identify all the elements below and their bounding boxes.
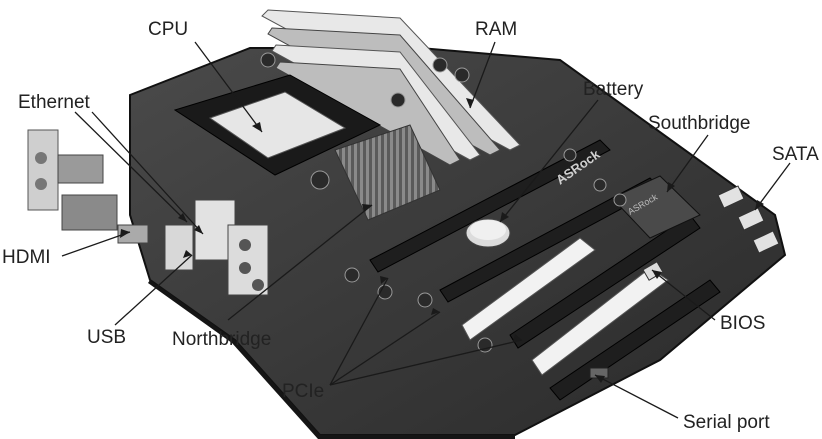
pcie-leader-3 bbox=[329, 339, 523, 386]
label-hdmi: HDMI bbox=[2, 247, 51, 268]
northbridge-leader bbox=[227, 204, 373, 321]
label-pcie: PCIe bbox=[282, 381, 325, 402]
label-sata: SATA bbox=[772, 144, 819, 165]
hdmi-leader bbox=[61, 231, 131, 257]
battery-leader bbox=[499, 99, 599, 223]
label-northbridge: Northbridge bbox=[172, 329, 272, 350]
ram-leader bbox=[469, 41, 496, 109]
northbridge-heatsink bbox=[334, 124, 441, 221]
pcie-leader-1 bbox=[329, 277, 389, 386]
label-battery: Battery bbox=[583, 79, 644, 100]
ethernet-leader-2 bbox=[91, 111, 204, 235]
pcie-leader-2 bbox=[329, 311, 441, 386]
southbridge-leader bbox=[666, 134, 709, 193]
serial-port-leader bbox=[594, 374, 679, 419]
bios-leader bbox=[651, 269, 716, 321]
southbridge-chip bbox=[611, 175, 701, 239]
cpu-leader bbox=[194, 41, 263, 133]
sata-leader bbox=[754, 162, 791, 211]
sata-connectors bbox=[717, 185, 780, 254]
arrowheads bbox=[120, 98, 764, 383]
label-serial-port: Serial port bbox=[683, 412, 770, 433]
rear-io-panel bbox=[27, 129, 269, 296]
leader-lines bbox=[61, 41, 791, 419]
capacitors bbox=[260, 52, 627, 353]
label-cpu: CPU bbox=[148, 19, 189, 40]
label-ethernet: Ethernet bbox=[18, 92, 90, 113]
label-ram: RAM bbox=[475, 19, 518, 40]
label-bios: BIOS bbox=[720, 313, 766, 334]
cmos-battery bbox=[465, 218, 511, 248]
label-southbridge: Southbridge bbox=[648, 113, 751, 134]
usb-leader bbox=[114, 254, 193, 326]
ethernet-leader-1 bbox=[74, 111, 188, 223]
label-usb: USB bbox=[87, 327, 127, 348]
